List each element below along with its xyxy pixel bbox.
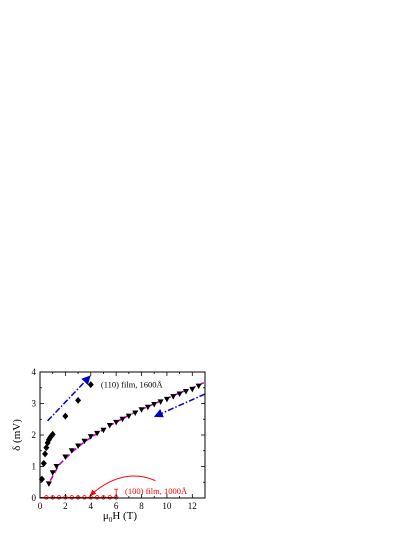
triangle-point <box>45 481 52 487</box>
triangle-point <box>182 389 189 395</box>
triangle-point <box>138 407 145 413</box>
triangle-point <box>144 404 151 411</box>
triangle-point <box>106 423 113 429</box>
diamond-point <box>87 381 94 389</box>
x-tick-label: 4 <box>89 501 94 511</box>
triangle-point <box>53 464 60 470</box>
x-tick-label: 2 <box>63 501 68 511</box>
annotation-label: (100) film, 1000Å <box>125 486 188 496</box>
red-curved-arrow <box>89 475 156 496</box>
triangle-point <box>176 391 183 398</box>
triangle-point <box>87 434 94 440</box>
triangle-point <box>157 399 164 405</box>
triangle-point <box>132 410 139 416</box>
y-tick-label: 1 <box>32 462 37 472</box>
triangle-point <box>68 448 75 454</box>
triangle-point <box>62 454 69 461</box>
diamond-point <box>75 396 82 404</box>
triangle-point <box>75 443 82 450</box>
plot-border <box>39 371 206 499</box>
sweep-arrow-2 <box>153 393 206 418</box>
x-tick-label: 8 <box>139 501 144 511</box>
x-tick-label: 10 <box>162 501 172 511</box>
fit-curve <box>49 381 206 482</box>
y-tick-label: 2 <box>32 430 37 440</box>
x-tick-label: 6 <box>114 501 119 511</box>
diamond-point <box>42 450 49 458</box>
annotation-label: (110) film, 1600Å <box>101 380 164 390</box>
y-tick-label: 3 <box>32 399 37 409</box>
sweep-arrow-1 <box>47 375 91 422</box>
y-tick-label: 4 <box>32 367 37 377</box>
triangle-point <box>170 394 177 400</box>
diamond-point <box>49 430 56 438</box>
chart-marks <box>38 375 206 500</box>
x-axis-title: μ0H (T) <box>103 510 137 524</box>
triangle-point <box>195 383 202 390</box>
triangle-point <box>125 413 132 420</box>
triangle-point <box>163 396 170 403</box>
triangle-point <box>119 416 126 423</box>
y-tick-label: 0 <box>32 493 37 503</box>
triangle-point <box>94 430 101 437</box>
y-axis-title: δ (mV) <box>11 419 23 451</box>
triangle-point <box>49 470 56 476</box>
triangle-point <box>189 386 196 393</box>
diamond-point <box>40 459 47 467</box>
x-tick-label: 0 <box>38 501 43 511</box>
triangle-point <box>151 401 158 408</box>
plot-frame <box>39 371 206 499</box>
x-tick-label: 12 <box>188 501 197 511</box>
triangle-point <box>100 427 107 434</box>
annotations: (110) film, 1600Å (100) film, 1000Å <box>101 380 188 496</box>
triangle-point <box>113 419 120 426</box>
diamond-point <box>62 412 69 420</box>
triangle-point <box>81 438 88 445</box>
